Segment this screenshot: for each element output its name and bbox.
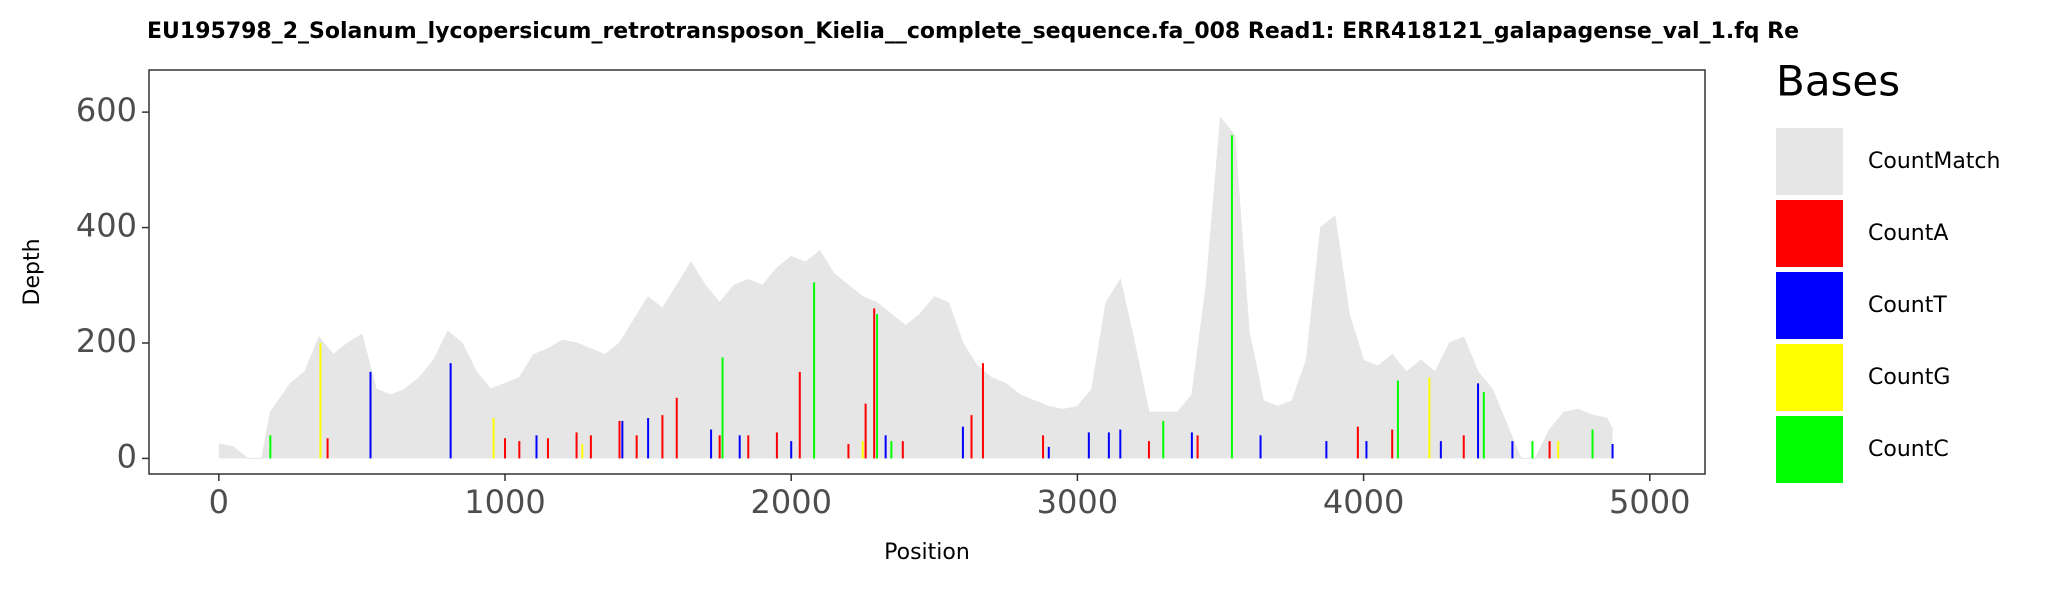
legend-label: CountMatch (1868, 149, 2000, 174)
y-tick-label: 200 (76, 322, 137, 360)
bar (775, 432, 778, 459)
bar (635, 435, 638, 459)
bar (1511, 441, 1514, 459)
legend-key (1776, 200, 1843, 267)
bar (1482, 392, 1485, 459)
bar (873, 308, 876, 459)
bar (1107, 432, 1110, 459)
bar (813, 282, 816, 459)
bar (618, 420, 621, 459)
legend-key (1776, 344, 1843, 411)
bar (1611, 443, 1614, 459)
bar (790, 441, 793, 459)
bar (1196, 435, 1199, 459)
bar (326, 438, 329, 459)
bar (589, 435, 592, 459)
bar (1087, 432, 1090, 459)
bar (738, 435, 741, 459)
bar (864, 403, 867, 459)
bar (1396, 380, 1399, 459)
y-tick-label: 600 (76, 91, 137, 129)
bar (1259, 435, 1262, 459)
bar (675, 397, 678, 459)
bar (798, 371, 801, 459)
bar (710, 429, 713, 459)
area-fill (218, 117, 1613, 459)
bar (970, 415, 973, 459)
bar (718, 435, 721, 459)
bar (1439, 441, 1442, 459)
panel-border (148, 69, 1706, 475)
x-tick-label: 1000 (464, 483, 545, 521)
legend-label: CountC (1868, 437, 1949, 462)
x-tick-label: 2000 (750, 483, 831, 521)
bar (876, 314, 879, 459)
legend-label: CountG (1868, 365, 1950, 390)
bar (721, 357, 724, 459)
bar (1162, 420, 1165, 459)
bar (1365, 441, 1368, 459)
x-axis-title: Position (884, 540, 970, 565)
bar (1477, 383, 1480, 459)
bar (449, 363, 452, 459)
bar (981, 363, 984, 459)
bar (1356, 426, 1359, 459)
legend-key (1776, 128, 1843, 195)
x-tick-label: 3000 (1037, 483, 1118, 521)
legend-title: Bases (1776, 57, 1900, 106)
bar (621, 420, 624, 459)
chart-title: EU195798_2_Solanum_lycopersicum_retrotra… (147, 19, 1799, 44)
bar (847, 443, 850, 459)
legend-key (1776, 416, 1843, 483)
legend-key (1776, 272, 1843, 339)
bar (747, 435, 750, 459)
bar (319, 342, 322, 459)
bar (1548, 441, 1551, 459)
y-tick-label: 0 (117, 437, 137, 475)
bar (581, 443, 584, 459)
bar (647, 418, 650, 459)
x-tick-label: 0 (209, 483, 229, 521)
legend-label: CountA (1868, 221, 1948, 246)
bar (1042, 435, 1045, 459)
bar (518, 441, 521, 459)
bar (546, 438, 549, 459)
y-axis-title: Depth (20, 238, 45, 305)
bar (535, 435, 538, 459)
bar (1190, 432, 1193, 459)
bar (1230, 135, 1233, 459)
bar (504, 438, 507, 459)
bar (1325, 441, 1328, 459)
bar (1591, 429, 1594, 459)
y-tick-label: 400 (76, 207, 137, 245)
legend-label: CountT (1868, 293, 1947, 318)
x-tick-label: 5000 (1609, 483, 1690, 521)
bar (861, 441, 864, 459)
bar (1391, 429, 1394, 459)
bar (1119, 429, 1122, 459)
bar (661, 415, 664, 459)
bar (1557, 441, 1560, 459)
bar (890, 441, 893, 459)
bar (1531, 441, 1534, 459)
bar (269, 435, 272, 459)
area-line (218, 116, 1614, 459)
x-tick-label: 4000 (1323, 483, 1404, 521)
bar (575, 432, 578, 459)
bar (961, 426, 964, 459)
bar (369, 371, 372, 459)
bar (901, 441, 904, 459)
bar (884, 435, 887, 459)
bar (492, 418, 495, 459)
bar (1428, 377, 1431, 459)
bar (1462, 435, 1465, 459)
bar (1147, 441, 1150, 459)
bar (1047, 446, 1050, 459)
